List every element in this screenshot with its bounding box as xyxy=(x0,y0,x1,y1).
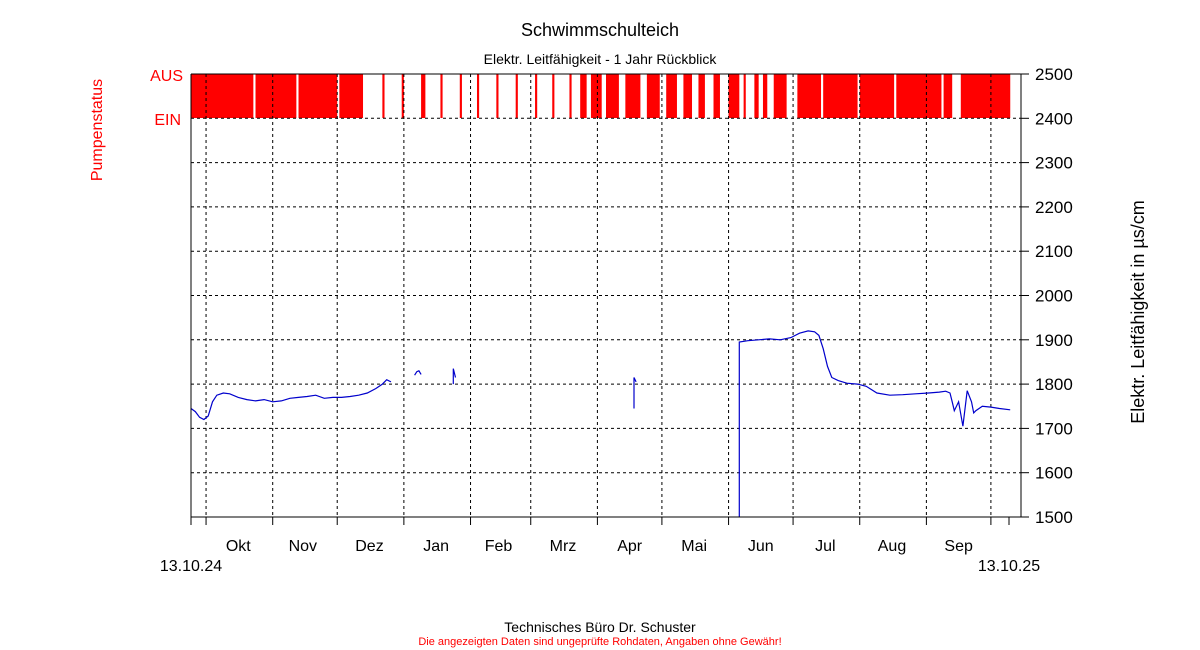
y-tick-label: 2300 xyxy=(1035,154,1073,173)
pump-on-bar xyxy=(943,74,953,118)
series-line xyxy=(738,330,1011,517)
y-tick-label: 1800 xyxy=(1035,375,1073,394)
month-label: Jun xyxy=(748,538,774,555)
pump-on-bar xyxy=(401,74,404,118)
month-label: Apr xyxy=(617,538,643,555)
y-tick-label: 1500 xyxy=(1035,508,1073,527)
pump-on-bar xyxy=(382,74,385,118)
month-label: Okt xyxy=(226,538,251,555)
y-tick-label: 1700 xyxy=(1035,419,1073,438)
pump-level-aus: AUS xyxy=(150,68,183,85)
series-line xyxy=(452,368,457,385)
pump-on-bar xyxy=(421,74,426,118)
pump-on-bar xyxy=(535,74,538,118)
month-label: Feb xyxy=(485,538,513,555)
pump-on-bar xyxy=(859,74,895,118)
pump-on-bar xyxy=(569,74,572,118)
pump-on-bar xyxy=(590,74,602,118)
pump-on-bar xyxy=(896,74,942,118)
y-tick-label: 2500 xyxy=(1035,65,1073,84)
pump-on-bar xyxy=(580,74,587,118)
series-line xyxy=(414,370,422,376)
pump-on-bar xyxy=(476,74,480,118)
pump-on-bar xyxy=(191,74,254,118)
pump-on-bar xyxy=(797,74,822,118)
y-tick-label: 2200 xyxy=(1035,198,1073,217)
pump-on-bar xyxy=(646,74,660,118)
month-label: Sep xyxy=(944,538,973,555)
right-axis-label: Elektr. Leitfähigkeit in µs/cm xyxy=(1128,200,1148,423)
month-label: Nov xyxy=(289,538,317,555)
pump-on-bar xyxy=(515,74,518,118)
pump-on-bar xyxy=(728,74,740,118)
pump-on-bar xyxy=(754,74,759,118)
pump-on-bar xyxy=(255,74,297,118)
pump-on-bar xyxy=(625,74,641,118)
month-label: Aug xyxy=(878,538,906,555)
pump-on-bar xyxy=(698,74,705,118)
pump-on-bar xyxy=(339,74,364,118)
y-tick-label: 2100 xyxy=(1035,242,1073,261)
pump-on-bar xyxy=(960,74,1011,118)
series-line xyxy=(633,377,637,409)
pump-status-bars xyxy=(191,74,1011,118)
pump-on-bar xyxy=(683,74,693,118)
pump-on-bar xyxy=(440,74,443,118)
pump-on-bar xyxy=(762,74,768,118)
month-label: Mai xyxy=(681,538,707,555)
chart-title: Schwimmschulteich xyxy=(521,20,679,40)
chart-subtitle: Elektr. Leitfähigkeit - 1 Jahr Rückblick xyxy=(484,51,718,67)
end-date-label: 13.10.25 xyxy=(978,558,1040,575)
series-line xyxy=(190,378,392,421)
pump-on-bar xyxy=(298,74,338,118)
month-label: Jan xyxy=(423,538,449,555)
footer-disclaimer: Die angezeigten Daten sind ungeprüfte Ro… xyxy=(418,636,781,648)
month-label: Mrz xyxy=(550,538,577,555)
left-axis-label: Pumpenstatus xyxy=(89,79,106,181)
y-tick-label: 2000 xyxy=(1035,287,1073,306)
pump-on-bar xyxy=(743,74,746,118)
conductivity-series xyxy=(190,330,1011,517)
y-tick-label: 1900 xyxy=(1035,331,1073,350)
start-date-label: 13.10.24 xyxy=(160,558,222,575)
grid-lines xyxy=(191,74,1021,517)
month-label: Jul xyxy=(815,538,835,555)
month-label: Dez xyxy=(355,538,383,555)
axes xyxy=(190,73,1029,525)
pump-on-bar xyxy=(496,74,499,118)
pump-on-bar xyxy=(459,74,462,118)
pump-on-bar xyxy=(713,74,720,118)
pump-on-bar xyxy=(552,74,555,118)
footer-company: Technisches Büro Dr. Schuster xyxy=(504,619,696,635)
pump-level-ein: EIN xyxy=(154,112,181,129)
y-tick-label: 2400 xyxy=(1035,109,1073,128)
pump-on-bar xyxy=(666,74,677,118)
y-tick-label: 1600 xyxy=(1035,464,1073,483)
pump-on-bar xyxy=(606,74,619,118)
month-labels: Okt Nov Dez Jan Feb Mrz Apr Mai Jun Jul Aug Sep xyxy=(226,538,973,555)
pump-on-bar xyxy=(773,74,787,118)
y-tick-labels: 1500 1600 1700 1800 1900 2000 2100 2200 2300 2400… xyxy=(1035,65,1073,527)
pump-on-bar xyxy=(823,74,858,118)
